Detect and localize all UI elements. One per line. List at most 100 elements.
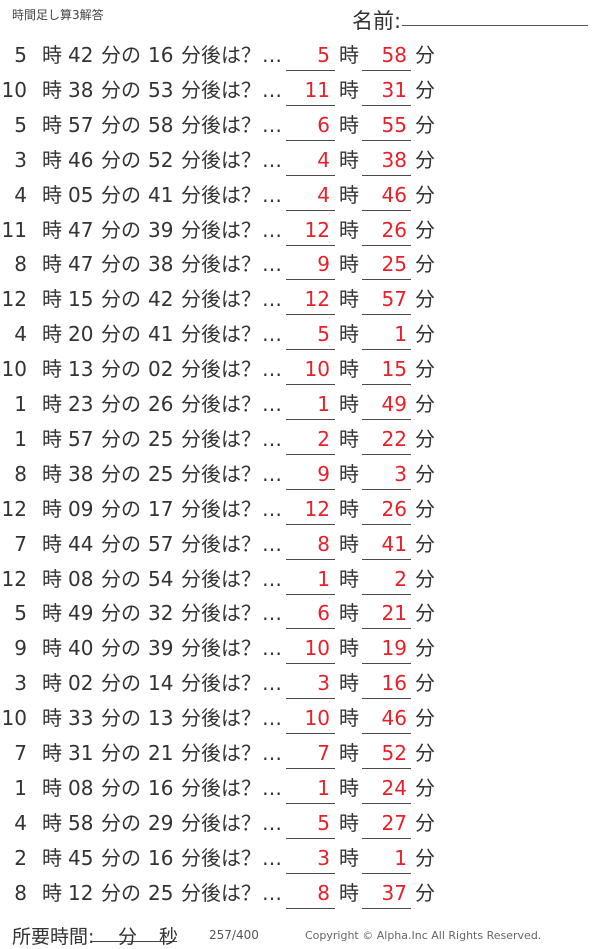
answer-minute-field[interactable] xyxy=(362,593,411,595)
hour-label: 時 xyxy=(339,217,359,242)
answer-minute-field[interactable] xyxy=(362,419,411,420)
answer-minute-field[interactable] xyxy=(362,314,411,316)
answer-hour-field[interactable] xyxy=(286,663,335,665)
minute-of-label: 分の xyxy=(101,741,141,765)
added-minutes: 54 xyxy=(148,566,174,591)
answer-hour-field[interactable] xyxy=(286,209,335,211)
answer-hour-field[interactable] xyxy=(286,593,335,595)
minutes-later-label: 分後は？ xyxy=(181,880,261,905)
answer-hour-field[interactable] xyxy=(286,104,335,106)
ellipsis: … xyxy=(262,357,282,382)
problem-row: 4 時 05 分の 41 分後は？… 4 時 46 分 xyxy=(0,179,600,214)
answer-minute-field[interactable] xyxy=(362,488,411,490)
answer-minute-field[interactable] xyxy=(362,768,411,769)
added-minutes: 13 xyxy=(148,706,174,731)
answer-hour-field[interactable] xyxy=(286,279,335,281)
answer-minute: 58 xyxy=(381,43,407,67)
hour-label: 時 xyxy=(339,601,359,626)
answer-hour-field[interactable] xyxy=(286,139,335,141)
time-taken-field[interactable] xyxy=(91,941,177,942)
start-minute: 09 xyxy=(68,496,94,521)
answer-hour-field[interactable] xyxy=(286,558,335,560)
start-minute: 33 xyxy=(68,706,94,731)
answer-hour-field[interactable] xyxy=(286,174,335,176)
hour-label: 時 xyxy=(339,496,359,521)
answer-hour-field[interactable] xyxy=(286,244,335,246)
problem-row: 7 時 44 分の 57 分後は？… 8 時 41 分 xyxy=(0,528,600,563)
answer-minute-field[interactable] xyxy=(362,698,411,700)
answer-minute-field[interactable] xyxy=(362,837,411,839)
answer-minute-field[interactable] xyxy=(362,139,411,141)
answer-minute-field[interactable] xyxy=(362,523,411,525)
minute-of-label: 分の xyxy=(101,112,141,137)
hour-label: 時 xyxy=(339,77,359,102)
answer-hour: 12 xyxy=(304,217,330,242)
answer-minute-field[interactable] xyxy=(362,802,411,804)
hour-label: 時 xyxy=(42,112,62,137)
answer-hour-field[interactable] xyxy=(286,837,335,839)
minutes-later-label: 分後は？ xyxy=(181,426,261,451)
answer-hour-field[interactable] xyxy=(286,314,335,316)
start-hour: 10 xyxy=(1,357,27,382)
answer-minute-field[interactable] xyxy=(362,244,411,246)
problem-row: 4 時 58 分の 29 分後は？… 5 時 27 分 xyxy=(0,807,600,842)
added-minutes: 26 xyxy=(148,392,174,416)
name-field[interactable] xyxy=(402,25,588,26)
start-minute: 12 xyxy=(68,880,94,905)
answer-hour-field[interactable] xyxy=(286,384,335,386)
answer-hour: 11 xyxy=(304,77,330,102)
answer-minute-field[interactable] xyxy=(362,872,411,874)
answer-hour-field[interactable] xyxy=(286,349,335,351)
answer-minute-field[interactable] xyxy=(362,70,411,71)
answer-hour-field[interactable] xyxy=(286,802,335,804)
answer-hour-field[interactable] xyxy=(286,872,335,874)
answer-minute-field[interactable] xyxy=(362,279,411,281)
answer-minute-field[interactable] xyxy=(362,174,411,176)
answer-minute-field[interactable] xyxy=(362,453,411,455)
minutes-later-label: 分後は？ xyxy=(181,706,261,731)
answer-minute-field[interactable] xyxy=(362,907,411,909)
answer-minute-field[interactable] xyxy=(362,663,411,665)
answer-hour-field[interactable] xyxy=(286,733,335,735)
hour-label: 時 xyxy=(42,531,62,556)
answer-minute-field[interactable] xyxy=(362,349,411,351)
answer-hour-field[interactable] xyxy=(286,488,335,490)
answer-minute-field[interactable] xyxy=(362,628,411,630)
answer-hour-field[interactable] xyxy=(286,419,335,420)
start-minute: 47 xyxy=(68,217,94,242)
answer-minute: 25 xyxy=(381,252,407,277)
added-minutes: 29 xyxy=(148,810,174,835)
answer-hour-field[interactable] xyxy=(286,70,335,71)
answer-hour-field[interactable] xyxy=(286,453,335,455)
hour-label: 時 xyxy=(42,671,62,696)
answer-minute-field[interactable] xyxy=(362,104,411,106)
minutes-later-label: 分後は？ xyxy=(181,601,261,626)
minute-of-label: 分の xyxy=(101,566,141,591)
hour-label: 時 xyxy=(339,845,359,870)
answer-hour-field[interactable] xyxy=(286,698,335,700)
answer-minute-field[interactable] xyxy=(362,384,411,386)
answer-minute-field[interactable] xyxy=(362,733,411,735)
answer-hour-field[interactable] xyxy=(286,628,335,630)
answer-minute-field[interactable] xyxy=(362,558,411,560)
ellipsis: … xyxy=(262,845,282,870)
added-minutes: 17 xyxy=(148,496,174,521)
minutes-later-label: 分後は？ xyxy=(181,531,261,556)
hour-label: 時 xyxy=(42,287,62,312)
added-minutes: 38 xyxy=(148,252,174,277)
added-minutes: 58 xyxy=(148,112,174,137)
answer-hour-field[interactable] xyxy=(286,523,335,525)
answer-hour-field[interactable] xyxy=(286,768,335,769)
problem-row: 10 時 13 分の 02 分後は？… 10 時 15 分 xyxy=(0,353,600,388)
answer-minute-field[interactable] xyxy=(362,209,411,211)
answer-hour-field[interactable] xyxy=(286,907,335,909)
minutes-later-label: 分後は？ xyxy=(181,182,261,207)
ellipsis: … xyxy=(262,880,282,905)
ellipsis: … xyxy=(262,217,282,242)
hour-label: 時 xyxy=(42,77,62,102)
minute-label: 分 xyxy=(415,461,435,486)
minute-label: 分 xyxy=(415,845,435,870)
added-minutes: 25 xyxy=(148,426,174,451)
ellipsis: … xyxy=(262,182,282,207)
minute-label: 分 xyxy=(415,706,435,731)
